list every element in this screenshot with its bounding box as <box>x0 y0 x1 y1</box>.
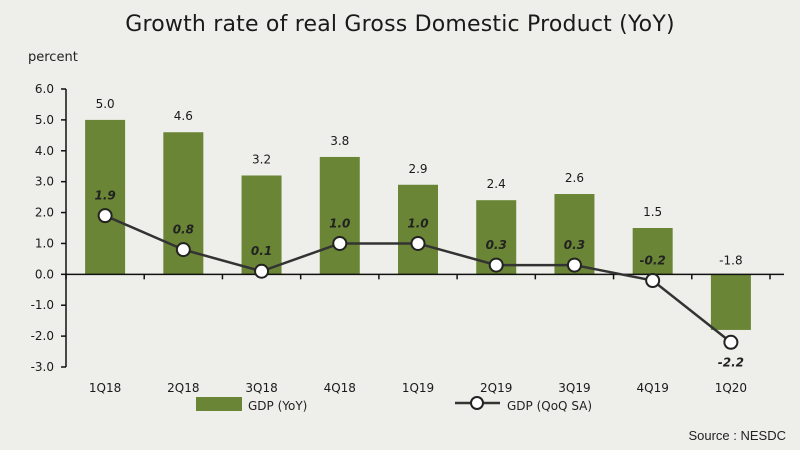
y-tick-label: -3.0 <box>31 360 54 374</box>
line-data-label: 0.3 <box>564 238 585 252</box>
bar-data-label: 2.6 <box>565 171 584 185</box>
line-data-label: 1.0 <box>329 216 350 230</box>
legend-swatch-gdp-yoy <box>196 397 242 411</box>
legend-label-gdp-yoy: GDP (YoY) <box>248 399 307 413</box>
line-point-gdp-qoq <box>254 263 270 279</box>
y-tick-label: 3.0 <box>35 175 54 189</box>
line-data-label: 1.9 <box>94 189 115 203</box>
line-point-gdp-qoq <box>97 208 113 224</box>
y-tick-label: 0.0 <box>35 267 54 281</box>
y-tick-label: 6.0 <box>35 82 54 96</box>
bar-gdp-yoy <box>710 274 751 330</box>
bar-data-label: 2.4 <box>487 177 506 191</box>
legend-marker-gdp-qoq <box>470 396 484 410</box>
line-data-label: 1.0 <box>407 216 428 230</box>
line-data-label: -2.2 <box>718 355 744 369</box>
x-tick-label: 4Q18 <box>324 381 356 395</box>
line-point-gdp-qoq <box>723 334 739 350</box>
bar-gdp-yoy <box>632 228 673 275</box>
line-data-label: 0.3 <box>486 238 507 252</box>
chart-title: Growth rate of real Gross Domestic Produ… <box>125 12 675 37</box>
x-tick-label: 3Q18 <box>245 381 277 395</box>
bar-data-label: 5.0 <box>96 97 115 111</box>
bar-gdp-yoy <box>398 184 438 275</box>
bar-gdp-yoy <box>319 156 360 275</box>
x-tick-label: 1Q19 <box>402 381 434 395</box>
line-point-gdp-qoq <box>645 273 661 289</box>
bar-data-label: 3.8 <box>330 134 349 148</box>
bar-data-label: 3.2 <box>252 152 271 166</box>
y-tick-label: -2.0 <box>31 329 54 343</box>
bar-data-label: -1.8 <box>719 253 742 267</box>
y-axis-unit-label: percent <box>28 50 78 65</box>
bar-data-label: 1.5 <box>643 205 662 219</box>
line-point-gdp-qoq <box>175 242 191 258</box>
bar-data-label: 4.6 <box>174 109 193 123</box>
bar-data-label: 2.9 <box>408 162 427 176</box>
y-tick-label: 5.0 <box>35 113 54 127</box>
line-data-label: 0.8 <box>173 223 194 237</box>
line-point-gdp-qoq <box>332 235 348 251</box>
bar-gdp-yoy <box>241 175 282 275</box>
x-tick-label: 4Q19 <box>636 381 668 395</box>
source-note: Source : NESDC <box>688 428 786 443</box>
y-tick-label: 1.0 <box>35 236 54 250</box>
bar-gdp-yoy <box>85 119 126 275</box>
y-tick-label: 4.0 <box>35 144 54 158</box>
line-data-label: 0.1 <box>251 244 272 258</box>
line-point-gdp-qoq <box>410 235 426 251</box>
legend-label-gdp-qoq: GDP (QoQ SA) <box>507 399 592 413</box>
x-tick-label: 3Q19 <box>558 381 590 395</box>
y-tick-label: -1.0 <box>31 298 54 312</box>
x-tick-label: 2Q18 <box>167 381 199 395</box>
y-tick-label: 2.0 <box>35 206 54 220</box>
x-tick-label: 2Q19 <box>480 381 512 395</box>
x-tick-label: 1Q18 <box>89 381 121 395</box>
line-data-label: -0.2 <box>640 254 666 268</box>
line-point-gdp-qoq <box>488 257 504 273</box>
x-tick-label: 1Q20 <box>715 381 747 395</box>
line-point-gdp-qoq <box>566 257 582 273</box>
